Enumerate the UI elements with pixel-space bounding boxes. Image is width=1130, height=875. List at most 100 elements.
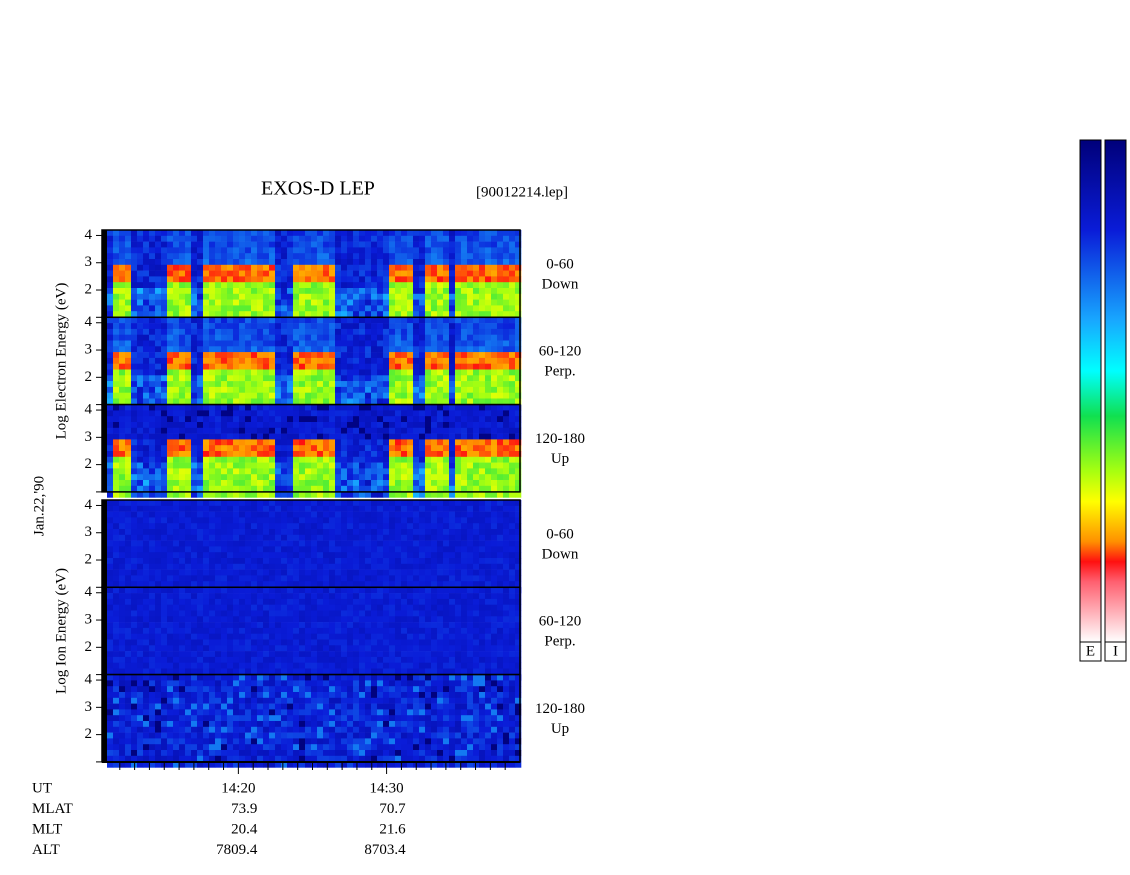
spectrogram-cell: [449, 451, 456, 458]
spectrogram-cell: [503, 247, 510, 254]
spectrogram-cell: [473, 363, 480, 370]
spectrogram-cell: [299, 639, 306, 646]
spectrogram-cell: [371, 398, 378, 405]
spectrogram-cell: [179, 340, 186, 347]
spectrogram-cell: [119, 293, 126, 300]
spectrogram-cell: [455, 392, 462, 399]
spectrogram-cell: [329, 235, 336, 242]
spectrogram-cell: [293, 540, 300, 547]
spectrogram-cell: [269, 462, 276, 469]
spectrogram-cell: [239, 334, 246, 341]
spectrogram-cell: [269, 259, 276, 266]
spectrogram-cell: [293, 546, 300, 553]
spectrogram-cell: [161, 633, 168, 640]
spectrogram-cell: [239, 288, 246, 295]
spectrogram-cell: [365, 270, 372, 277]
spectrogram-cell: [275, 241, 282, 248]
spectrogram-cell: [359, 264, 366, 271]
spectrogram-cell: [377, 439, 384, 446]
spectrogram-cell: [131, 311, 138, 318]
spectrogram-cell: [173, 593, 180, 600]
spectrogram-cell: [491, 340, 498, 347]
spectrogram-cell: [275, 375, 282, 382]
spectrogram-cell: [203, 546, 210, 553]
spectrogram-cell: [149, 563, 156, 570]
spectrogram-cell: [473, 241, 480, 248]
spectrogram-cell: [197, 305, 204, 312]
spectrogram-cell: [353, 230, 360, 237]
spectrogram-cell: [107, 491, 114, 498]
spectrogram-cell: [269, 346, 276, 353]
spectrogram-cell: [479, 500, 486, 507]
spectrogram-cell: [419, 534, 426, 541]
spectrogram-cell: [251, 500, 258, 507]
spectrogram-cell: [119, 398, 126, 405]
spectrogram-cell: [455, 352, 462, 359]
spectrogram-cell: [443, 439, 450, 446]
spectrogram-cell: [269, 633, 276, 640]
spectrogram-cell: [257, 651, 264, 658]
spectrogram-cell: [485, 363, 492, 370]
spectrogram-cell: [119, 627, 126, 634]
spectrogram-cell: [443, 340, 450, 347]
spectrogram-cell: [419, 451, 426, 458]
spectrogram-cell: [425, 569, 432, 576]
spectrogram-cell: [377, 334, 384, 341]
spectrogram-cell: [395, 552, 402, 559]
spectrogram-cell: [239, 500, 246, 507]
spectrogram-cell: [449, 346, 456, 353]
spectrogram-cell: [119, 563, 126, 570]
spectrogram-cell: [173, 235, 180, 242]
spectrogram-cell: [419, 253, 426, 260]
spectrogram-cell: [281, 299, 288, 306]
spectrogram-cell: [251, 517, 258, 524]
spectrogram-cell: [299, 317, 306, 324]
spectrogram-cell: [209, 427, 216, 434]
spectrogram-cell: [197, 357, 204, 364]
spectrogram-cell: [275, 639, 282, 646]
spectrogram-cell: [275, 581, 282, 588]
spectrogram-cell: [401, 445, 408, 452]
spectrogram-cell: [359, 517, 366, 524]
spectrogram-cell: [233, 404, 240, 411]
spectrogram-cell: [209, 352, 216, 359]
spectrogram-cell: [281, 253, 288, 260]
spectrogram-cell: [293, 305, 300, 312]
spectrogram-cell: [329, 230, 336, 237]
spectrogram-cell: [287, 282, 294, 289]
spectrogram-cell: [173, 317, 180, 324]
spectrogram-cell: [131, 546, 138, 553]
spectrogram-cell: [311, 433, 318, 440]
spectrogram-cell: [479, 433, 486, 440]
spectrogram-cell: [137, 491, 144, 498]
spectrogram-cell: [185, 386, 192, 393]
spectrogram-cell: [251, 468, 258, 475]
spectrogram-cell: [371, 511, 378, 518]
spectrogram-cell: [401, 340, 408, 347]
spectrogram-cell: [155, 259, 162, 266]
spectrogram-cell: [173, 247, 180, 254]
spectrogram-cell: [491, 241, 498, 248]
spectrogram-cell: [179, 668, 186, 675]
spectrogram-cell: [491, 410, 498, 417]
spectrogram-cell: [221, 288, 228, 295]
spectrogram-cell: [269, 427, 276, 434]
spectrogram-cell: [425, 276, 432, 283]
spectrogram-cell: [293, 433, 300, 440]
spectrogram-cell: [371, 433, 378, 440]
spectrogram-cell: [275, 480, 282, 487]
spectrogram-cell: [239, 456, 246, 463]
spectrogram-cell: [479, 517, 486, 524]
spectrogram-cell: [191, 523, 198, 530]
spectrogram-cell: [461, 558, 468, 565]
spectrogram-cell: [131, 323, 138, 330]
spectrogram-cell: [467, 282, 474, 289]
spectrogram-cell: [125, 259, 132, 266]
spectrogram-cell: [335, 500, 342, 507]
spectrogram-cell: [497, 299, 504, 306]
spectrogram-cell: [383, 317, 390, 324]
spectrogram-cell: [125, 369, 132, 376]
spectrogram-cell: [443, 328, 450, 335]
spectrogram-cell: [299, 505, 306, 512]
spectrogram-cell: [467, 540, 474, 547]
